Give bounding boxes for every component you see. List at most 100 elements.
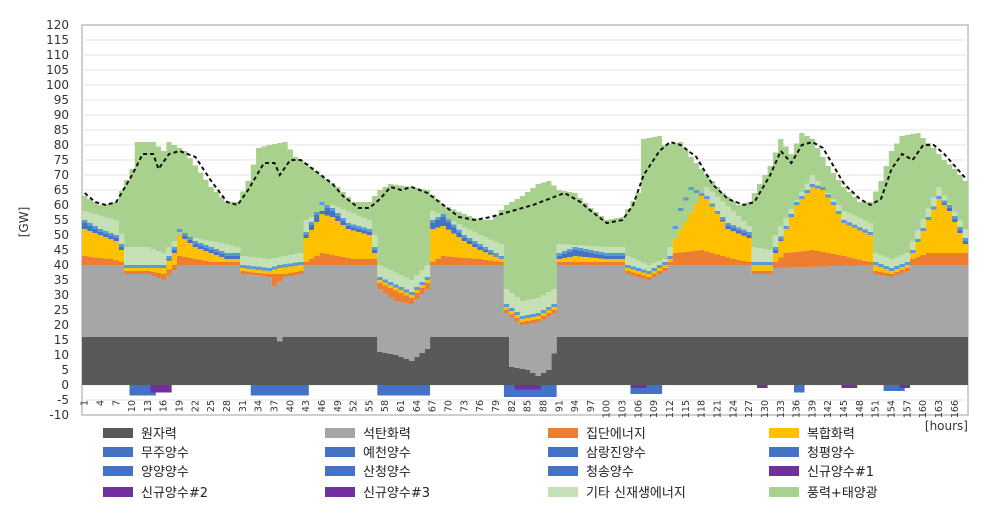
y-tick-label: 110 xyxy=(46,48,69,62)
x-tick-label: 133 xyxy=(776,400,787,418)
pump-charge-bar xyxy=(630,385,663,394)
x-tick-label: 76 xyxy=(475,400,486,412)
legend-swatch xyxy=(325,447,355,457)
pump-charge-bar xyxy=(841,385,858,388)
legend-label: 풍력+태양광 xyxy=(807,486,878,501)
x-tick-label: 52 xyxy=(349,400,360,412)
legend-label: 석탄화력 xyxy=(363,427,411,442)
x-tick-label: 46 xyxy=(317,400,328,412)
x-tick-label: 145 xyxy=(839,400,850,418)
y-tick-label: 90 xyxy=(54,108,69,122)
y-tick-label: 5 xyxy=(61,363,69,377)
x-tick-label: 28 xyxy=(222,400,233,412)
legend-label: 기타 신재생에너지 xyxy=(586,486,686,501)
y-tick-label: 65 xyxy=(54,183,69,197)
pump-charge-bar xyxy=(883,385,905,391)
y-tick-label: 85 xyxy=(54,123,69,137)
x-tick-label: 97 xyxy=(586,400,597,412)
y-tick-label: 95 xyxy=(54,93,69,107)
legend-label: 청평양수 xyxy=(807,446,855,461)
x-tick-label: 112 xyxy=(665,400,676,418)
x-tick-label: 73 xyxy=(459,400,470,412)
y-tick-label: 60 xyxy=(54,198,69,212)
x-tick-label: 148 xyxy=(855,400,866,418)
legend-swatch xyxy=(325,428,355,438)
x-tick-labels: 1 4 7 10 13 16 19 22 25 28 31 34 37 40 43 46 49 52 55 58 61 6… xyxy=(80,400,961,418)
y-tick-label: 75 xyxy=(54,153,69,167)
x-tick-label: 55 xyxy=(364,400,375,412)
x-tick-label: 109 xyxy=(649,400,660,418)
x-tick-label: 157 xyxy=(902,400,913,418)
legend-swatch xyxy=(548,447,578,457)
legend-label: 복합화력 xyxy=(807,427,855,442)
y-tick-label: 25 xyxy=(54,303,69,317)
x-tick-label: 7 xyxy=(111,400,122,406)
y-tick-label: 50 xyxy=(54,228,69,242)
x-tick-label: 88 xyxy=(538,400,549,412)
x-tick-label: 163 xyxy=(934,400,945,418)
legend-swatch xyxy=(103,447,133,457)
y-tick-label: 15 xyxy=(54,333,69,347)
legend-swatch xyxy=(103,487,133,497)
pump-charge-bar xyxy=(250,385,309,396)
legend-label: 청송양수 xyxy=(586,465,634,480)
x-tick-label: 121 xyxy=(712,400,723,418)
x-tick-label: 10 xyxy=(127,400,138,412)
y-tick-labels: -10-505101520253035404550556065707580859… xyxy=(46,18,69,422)
x-tick-label: 34 xyxy=(254,400,265,412)
wind-solar-area xyxy=(82,133,968,301)
x-tick-label: 25 xyxy=(206,400,217,412)
x-tick-label: 37 xyxy=(269,400,280,412)
pump-charge-bar xyxy=(630,385,647,388)
legend-swatch xyxy=(548,487,578,497)
x-tick-label: 130 xyxy=(760,400,771,418)
y-tick-label: 40 xyxy=(54,258,69,272)
x-tick-label: 49 xyxy=(333,400,344,412)
legend-label: 신규양수#2 xyxy=(141,486,208,501)
y-tick-label: 105 xyxy=(46,63,69,77)
legend-label: 원자력 xyxy=(141,427,177,442)
legend-swatch xyxy=(548,428,578,438)
x-tick-label: 154 xyxy=(887,400,898,418)
x-tick-label: 139 xyxy=(807,400,818,418)
pump-charge-bar xyxy=(150,385,172,393)
x-tick-label: 106 xyxy=(633,400,644,418)
coal-area xyxy=(82,265,968,376)
pump-charge-bar xyxy=(899,385,910,388)
legend-label: 신규양수#3 xyxy=(363,486,430,501)
x-tick-label: 4 xyxy=(95,400,106,406)
x-tick-label: 16 xyxy=(159,400,170,412)
x-tick-label: 40 xyxy=(285,400,296,412)
x-tick-label: 100 xyxy=(602,400,613,418)
y-axis-label: [GW] xyxy=(17,207,31,238)
legend-label: 산청양수 xyxy=(363,465,411,480)
y-tick-label: 20 xyxy=(54,318,69,332)
y-tick-label: -10 xyxy=(49,408,69,422)
legend-swatch xyxy=(769,428,799,438)
x-tick-label: 22 xyxy=(190,400,201,412)
pump-charge-bar xyxy=(757,385,768,388)
y-tick-label: 80 xyxy=(54,138,69,152)
legend-swatch xyxy=(769,487,799,497)
x-tick-label: 13 xyxy=(143,400,154,412)
legend-swatch xyxy=(769,466,799,476)
y-tick-label: 35 xyxy=(54,273,69,287)
x-tick-label: 94 xyxy=(570,400,581,412)
pump-charge-bar xyxy=(793,385,805,393)
legend-label: 집단에너지 xyxy=(586,427,646,442)
legend-swatch xyxy=(325,487,355,497)
charge-layer xyxy=(129,385,910,397)
x-tick-label: 1 xyxy=(80,400,91,406)
y-tick-label: 45 xyxy=(54,243,69,257)
x-tick-label: 58 xyxy=(380,400,391,412)
x-axis-label: [hours] xyxy=(925,419,968,433)
x-tick-label: 61 xyxy=(396,400,407,412)
pump-charge-bar xyxy=(514,385,541,390)
x-tick-label: 151 xyxy=(871,400,882,418)
x-tick-label: 136 xyxy=(792,400,803,418)
x-tick-label: 85 xyxy=(523,400,534,412)
y-tick-label: 120 xyxy=(46,18,69,32)
legend-swatch xyxy=(769,447,799,457)
